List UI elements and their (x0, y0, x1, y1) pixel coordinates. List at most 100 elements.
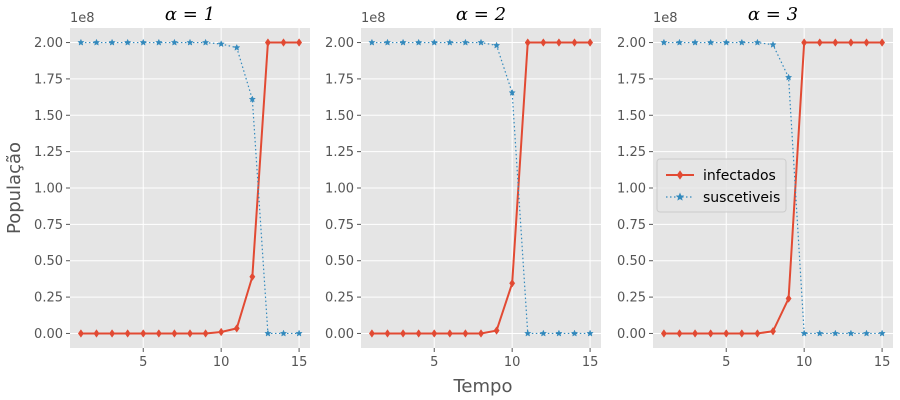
data-point-infectados (77, 329, 84, 338)
data-point-infectados (555, 38, 562, 47)
data-point-suscetiveis (399, 38, 407, 46)
y-tick-label: 1.25 (34, 145, 63, 160)
x-axis-label: Tempo (453, 376, 513, 397)
data-point-suscetiveis (279, 329, 288, 337)
data-point-infectados (723, 329, 730, 338)
data-point-suscetiveis (295, 329, 303, 337)
data-point-suscetiveis (368, 38, 376, 46)
data-point-infectados (587, 38, 594, 47)
data-point-suscetiveis (383, 38, 392, 46)
y-offset-label: 1e8 (361, 11, 386, 26)
data-point-infectados (296, 38, 303, 47)
panel-title: α = 2 (456, 4, 506, 25)
data-point-infectados (446, 329, 453, 338)
data-point-suscetiveis (800, 329, 808, 337)
data-point-infectados (202, 329, 209, 338)
data-point-suscetiveis (508, 88, 516, 96)
y-tick-label: 0.00 (617, 327, 646, 342)
y-tick-label: 1.50 (617, 109, 646, 124)
data-point-suscetiveis (233, 43, 241, 51)
panel-1: 0.00 0.25 0.50 0.75 1.00 1.25 1.50 1.75 2.00 5 10 1… (34, 4, 310, 370)
data-point-infectados (368, 329, 375, 338)
y-tick-label: 0.25 (34, 291, 63, 306)
y-tick-label: 1.50 (34, 109, 63, 124)
y-axis-label: População (4, 142, 25, 234)
data-point-infectados (524, 38, 531, 47)
data-point-infectados (171, 329, 178, 338)
data-point-infectados (847, 38, 854, 47)
y-tick-label: 2.00 (34, 36, 63, 51)
data-point-infectados (754, 329, 761, 338)
data-point-suscetiveis (186, 38, 194, 46)
y-tick-label: 0.00 (34, 327, 63, 342)
data-point-suscetiveis (77, 38, 85, 46)
data-point-infectados (478, 329, 484, 338)
data-point-suscetiveis (264, 329, 272, 337)
x-tick-label: 5 (430, 355, 438, 370)
data-point-infectados (863, 38, 870, 47)
y-offset-label: 1e8 (70, 11, 95, 26)
data-point-suscetiveis (124, 38, 132, 46)
y-tick-label: 1.00 (617, 182, 646, 197)
data-point-infectados (93, 329, 100, 338)
x-tick-label: 10 (504, 355, 521, 370)
data-point-infectados (140, 329, 147, 338)
data-point-infectados (816, 38, 823, 47)
data-point-infectados (660, 329, 667, 338)
data-point-infectados (879, 38, 886, 47)
data-point-infectados (233, 324, 240, 333)
data-point-suscetiveis (878, 329, 886, 337)
data-point-infectados (431, 329, 438, 338)
data-point-infectados (785, 294, 792, 303)
data-point-suscetiveis (691, 38, 699, 46)
data-point-infectados (540, 38, 547, 47)
y-tick-label: 0.25 (325, 291, 354, 306)
legend-box (656, 158, 787, 213)
x-tick-label: 15 (291, 355, 308, 370)
data-point-suscetiveis (753, 38, 762, 46)
data-point-infectados (770, 327, 776, 336)
y-tick-label: 1.25 (325, 145, 354, 160)
y-tick-label: 0.50 (325, 254, 354, 269)
data-point-infectados (571, 38, 578, 47)
data-point-suscetiveis (524, 329, 532, 337)
y-tick-label: 1.00 (325, 182, 354, 197)
y-tick-label: 2.00 (617, 36, 646, 51)
panel-title: α = 3 (748, 4, 798, 25)
legend-label-suscetiveis: suscetiveis (703, 190, 780, 206)
data-point-suscetiveis (675, 38, 684, 46)
y-tick-label: 0.75 (617, 218, 646, 233)
y-offset-label: 1e8 (653, 11, 678, 26)
data-point-infectados (155, 329, 162, 338)
y-tick-label: 1.75 (617, 72, 646, 87)
data-point-suscetiveis (415, 38, 423, 46)
data-point-suscetiveis (155, 38, 163, 46)
data-point-suscetiveis (555, 329, 563, 337)
data-point-suscetiveis (539, 329, 547, 337)
data-point-suscetiveis (722, 38, 730, 46)
data-point-suscetiveis (816, 329, 824, 337)
data-point-suscetiveis (446, 38, 454, 46)
data-point-infectados (676, 329, 683, 338)
y-tick-label: 0.75 (34, 218, 63, 233)
x-tick-label: 5 (139, 355, 147, 370)
data-point-suscetiveis (738, 38, 746, 46)
data-point-suscetiveis (660, 38, 668, 46)
legend-marker-infectados (676, 170, 684, 180)
y-tick-label: 1.75 (325, 72, 354, 87)
data-point-infectados (264, 38, 271, 47)
x-tick-label: 10 (213, 355, 230, 370)
data-point-infectados (280, 38, 287, 47)
data-point-suscetiveis (92, 38, 101, 46)
y-tick-label: 0.75 (325, 218, 354, 233)
panel-title: α = 1 (165, 4, 215, 25)
data-point-suscetiveis (492, 41, 501, 49)
data-point-infectados (187, 329, 193, 338)
y-tick-label: 0.00 (325, 327, 354, 342)
data-point-suscetiveis (769, 40, 777, 48)
y-tick-label: 1.25 (617, 145, 646, 160)
data-point-infectados (801, 38, 808, 47)
y-tick-label: 0.25 (617, 291, 646, 306)
data-point-infectados (832, 38, 839, 47)
